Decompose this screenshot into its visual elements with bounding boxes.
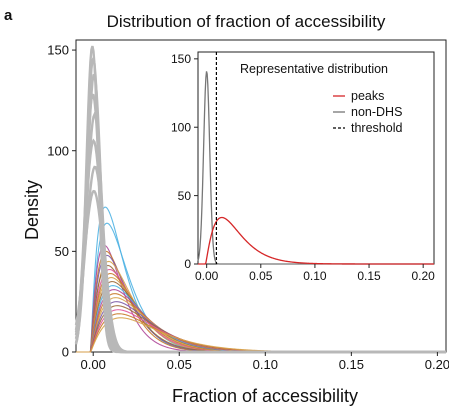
main-plot: 0.00 0.05 0.10 0.15 0.20 0 50 100 150 <box>47 39 449 372</box>
inset-plot: Representative distribution 0.00 0.05 0.10… <box>171 51 438 288</box>
legend-label-threshold: threshold <box>351 121 402 135</box>
x-tick-label: 0.20 <box>425 357 449 372</box>
y-tick-label: 50 <box>55 244 69 259</box>
main-y-axis: 0 50 100 150 <box>47 43 76 360</box>
x-tick-label: 0.10 <box>253 357 278 372</box>
main-curves <box>74 45 446 354</box>
inset-background <box>196 52 438 288</box>
y-tick-label: 0 <box>184 257 191 271</box>
accessibility-curve <box>76 301 446 353</box>
accessibility-curve <box>76 297 446 353</box>
x-tick-label: 0.20 <box>411 269 435 283</box>
y-tick-label: 100 <box>171 120 191 134</box>
x-tick-label: 0.05 <box>167 357 192 372</box>
inset-y-axis: 0 50 100 150 <box>171 52 198 271</box>
inset-legend: peaks non-DHS threshold <box>333 89 402 135</box>
inset-peaks-curve <box>198 216 434 265</box>
x-tick-label: 0.00 <box>81 357 106 372</box>
y-tick-label: 150 <box>171 52 191 66</box>
legend-label-peaks: peaks <box>351 89 384 103</box>
inset-title: Representative distribution <box>240 62 388 76</box>
legend-label-non-dhs: non-DHS <box>351 105 402 119</box>
x-tick-label: 0.10 <box>303 269 327 283</box>
y-tick-label: 0 <box>62 345 69 360</box>
non-dhs-curve <box>74 189 446 354</box>
accessibility-curve <box>76 309 446 353</box>
x-tick-label: 0.00 <box>195 269 219 283</box>
y-tick-label: 50 <box>178 189 192 203</box>
figure-letter: a <box>4 7 13 24</box>
main-title: Distribution of fraction of accessibilit… <box>107 12 386 31</box>
y-axis-label: Density <box>22 180 42 240</box>
x-tick-label: 0.15 <box>339 357 364 372</box>
inset-curves <box>197 52 434 265</box>
x-axis-label: Fraction of accessibility <box>172 386 358 406</box>
accessibility-curve <box>76 317 446 353</box>
main-x-axis: 0.00 0.05 0.10 0.15 0.20 <box>81 352 449 372</box>
x-tick-label: 0.05 <box>249 269 273 283</box>
y-tick-label: 150 <box>47 43 69 58</box>
x-tick-label: 0.15 <box>357 269 381 283</box>
y-tick-label: 100 <box>47 143 69 158</box>
inset-x-axis: 0.00 0.05 0.10 0.15 0.20 <box>195 264 435 283</box>
